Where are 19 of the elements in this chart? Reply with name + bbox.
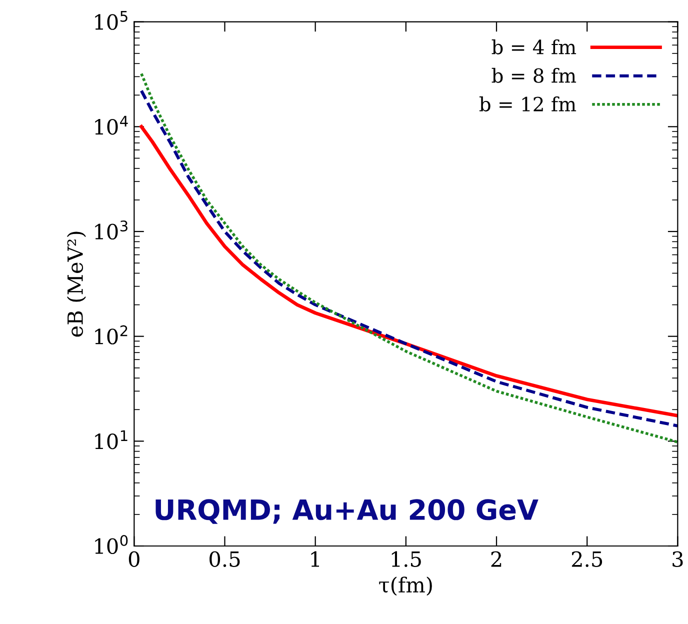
x-tick-label: 3 bbox=[672, 551, 683, 567]
x-tick-label: 2 bbox=[491, 551, 502, 567]
y-tick-label: 10$^{4}$ bbox=[95, 116, 128, 135]
legend-label: b = 12 fm bbox=[479, 96, 576, 112]
y-axis-title: eB (MeV²) bbox=[66, 232, 86, 337]
y-tick-label: 10$^{3}$ bbox=[95, 220, 128, 240]
y-tick-label: 10$^{2}$ bbox=[95, 325, 128, 344]
x-tick-label: 2.5 bbox=[572, 551, 602, 567]
legend-label: b = 8 fm bbox=[492, 68, 576, 83]
legend-label: b = 4 fm bbox=[492, 39, 576, 54]
x-tick-label: 0 bbox=[128, 551, 140, 567]
x-tick-label: 1 bbox=[311, 551, 319, 567]
y-tick-label: 10$^{0}$ bbox=[95, 534, 128, 554]
x-tick-label: 1.5 bbox=[392, 551, 421, 567]
x-tick-label: 0.5 bbox=[210, 551, 240, 567]
x-axis-title: τ(fm) bbox=[379, 576, 432, 596]
y-tick-label: 10$^{5}$ bbox=[95, 11, 128, 30]
y-tick-label: 10$^{1}$ bbox=[95, 430, 128, 450]
annotation: URQMD; Au+Au 200 GeV bbox=[156, 499, 538, 524]
